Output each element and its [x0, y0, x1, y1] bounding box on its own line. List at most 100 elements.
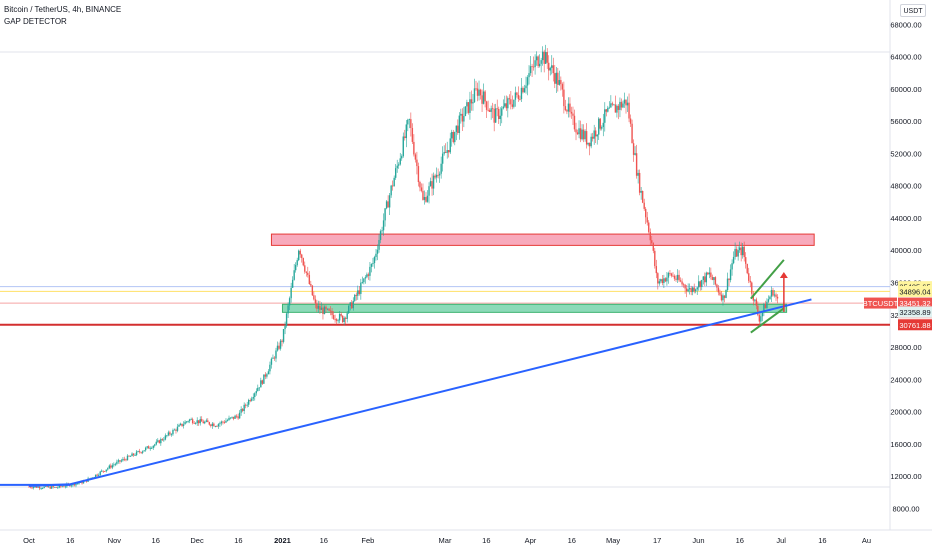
candle-body [219, 423, 221, 425]
candle-body [290, 287, 292, 299]
candle-body [388, 195, 391, 208]
candle-body [191, 419, 194, 424]
x-tick-label: 16 [66, 536, 74, 545]
candle-body [596, 134, 598, 137]
candle-body [775, 294, 777, 297]
candle-body [35, 486, 38, 488]
candle-body [328, 308, 330, 311]
candle-body [358, 290, 361, 294]
candle-body [564, 106, 567, 111]
candle-body [643, 202, 645, 209]
candle-body [761, 311, 764, 317]
resistance-zone[interactable] [270, 233, 815, 246]
candle-body [764, 304, 767, 309]
candle-body [228, 417, 230, 421]
candle-body [684, 284, 686, 289]
y-tick-label: 28000.00 [890, 343, 921, 352]
candle-body [188, 419, 191, 422]
candle-body [707, 272, 709, 275]
candle-body [267, 371, 270, 375]
candle-body [137, 451, 139, 452]
candle-body [620, 101, 623, 108]
candle-body [710, 272, 712, 277]
candle-body [504, 103, 506, 107]
currency-unit-button[interactable]: USDT [900, 4, 926, 17]
candle-body [454, 131, 456, 143]
candle-body [287, 305, 289, 314]
candle-body [711, 276, 714, 281]
candle-body [254, 393, 256, 397]
candle-body [341, 315, 344, 323]
candle-body [426, 195, 429, 202]
candle-body [510, 99, 512, 105]
candle-body [123, 458, 126, 460]
candle-body [190, 419, 192, 421]
trendline[interactable] [28, 298, 812, 487]
candle-body [40, 488, 42, 489]
candle-body [385, 201, 388, 209]
candle-body [73, 483, 76, 486]
support-zone[interactable] [281, 303, 788, 313]
candle-body [738, 247, 741, 251]
candle-body [75, 483, 77, 486]
candle-body [411, 128, 414, 142]
candle-body [679, 280, 682, 282]
candle-body [513, 99, 515, 107]
candle-body [446, 150, 448, 153]
y-tick-label: 68000.00 [890, 20, 921, 29]
candle-body [494, 108, 497, 123]
candle-body [220, 421, 223, 424]
candle-body [423, 197, 426, 200]
candle-body [569, 103, 571, 112]
candle-body [676, 274, 679, 280]
x-tick-label: 16 [320, 536, 328, 545]
indicator-label[interactable]: GAP DETECTOR [4, 17, 67, 26]
candle-body [420, 187, 423, 191]
candle-body [166, 435, 168, 437]
candle-body [716, 284, 718, 288]
channel-line-2[interactable] [750, 259, 785, 300]
candle-body [161, 439, 164, 441]
candle-body [125, 459, 127, 461]
candle-body [251, 398, 253, 401]
candle-body [96, 474, 98, 476]
candle-body [696, 287, 698, 290]
candle-body [429, 181, 432, 187]
candle-body [226, 420, 229, 421]
candle-body [475, 88, 477, 90]
candle-body [561, 84, 564, 90]
candle-body [181, 423, 183, 426]
candle-body [47, 486, 50, 488]
candle-body [302, 258, 304, 266]
candle-body [675, 278, 677, 280]
candle-body [320, 307, 323, 310]
candle-body [478, 89, 480, 96]
candle-body [398, 164, 400, 166]
y-tick-label: 40000.00 [890, 246, 921, 255]
x-tick-label: Jun [692, 536, 704, 545]
x-tick-label: 16 [736, 536, 744, 545]
candle-body [149, 448, 151, 450]
candle-body [126, 455, 129, 461]
y-tick-label: 48000.00 [890, 182, 921, 191]
candle-body [582, 129, 585, 140]
candle-body [301, 254, 303, 259]
y-tick-label: 60000.00 [890, 85, 921, 94]
candle-body [688, 288, 691, 290]
candle-body [51, 486, 53, 489]
candle-body [334, 318, 336, 320]
channel-line-1[interactable] [750, 307, 785, 334]
candle-body [417, 166, 420, 183]
x-tick-label: 16 [818, 536, 826, 545]
candle-body [655, 266, 658, 274]
target-arrow-head[interactable] [779, 272, 788, 279]
candle-body [164, 435, 167, 440]
candle-body [131, 453, 133, 457]
candle-body [258, 387, 261, 389]
candle-body [99, 471, 101, 475]
candle-body [705, 272, 708, 283]
candle-body [538, 63, 541, 67]
candle-body [237, 416, 239, 419]
